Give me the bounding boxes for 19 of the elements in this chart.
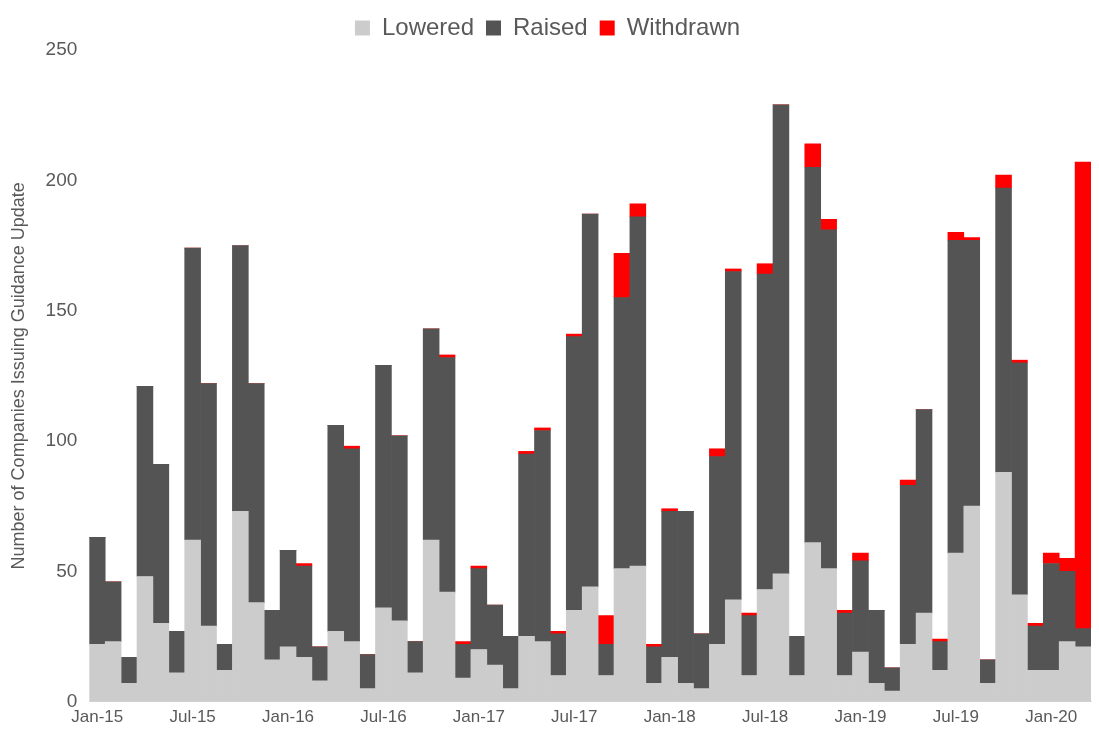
y-axis-title: Number of Companies Issuing Guidance Update [7, 182, 28, 570]
y-tick-label: 200 [45, 168, 78, 190]
y-tick-label: 150 [45, 298, 78, 320]
legend-label: Withdrawn [626, 12, 741, 40]
x-tick-label: Jul-18 [741, 707, 789, 727]
x-tick-label: Jul-16 [360, 707, 407, 727]
legend-label: Lowered [381, 12, 474, 40]
x-tick-label: Jan-17 [452, 707, 505, 727]
x-tick-label: Jan-16 [262, 707, 315, 727]
y-tick-label: 50 [56, 559, 78, 581]
x-tick-label: Jan-19 [834, 707, 887, 727]
x-tick-label: Jan-18 [643, 707, 696, 727]
x-tick-label: Jul-15 [169, 707, 216, 727]
y-tick-label: 250 [45, 38, 78, 60]
x-tick-label: Jul-19 [932, 707, 980, 727]
x-tick-label: Jan-20 [1025, 707, 1078, 727]
y-tick-label: 100 [45, 429, 78, 451]
x-tick-label: Jul-17 [551, 707, 598, 727]
legend-label: Raised [512, 12, 588, 40]
